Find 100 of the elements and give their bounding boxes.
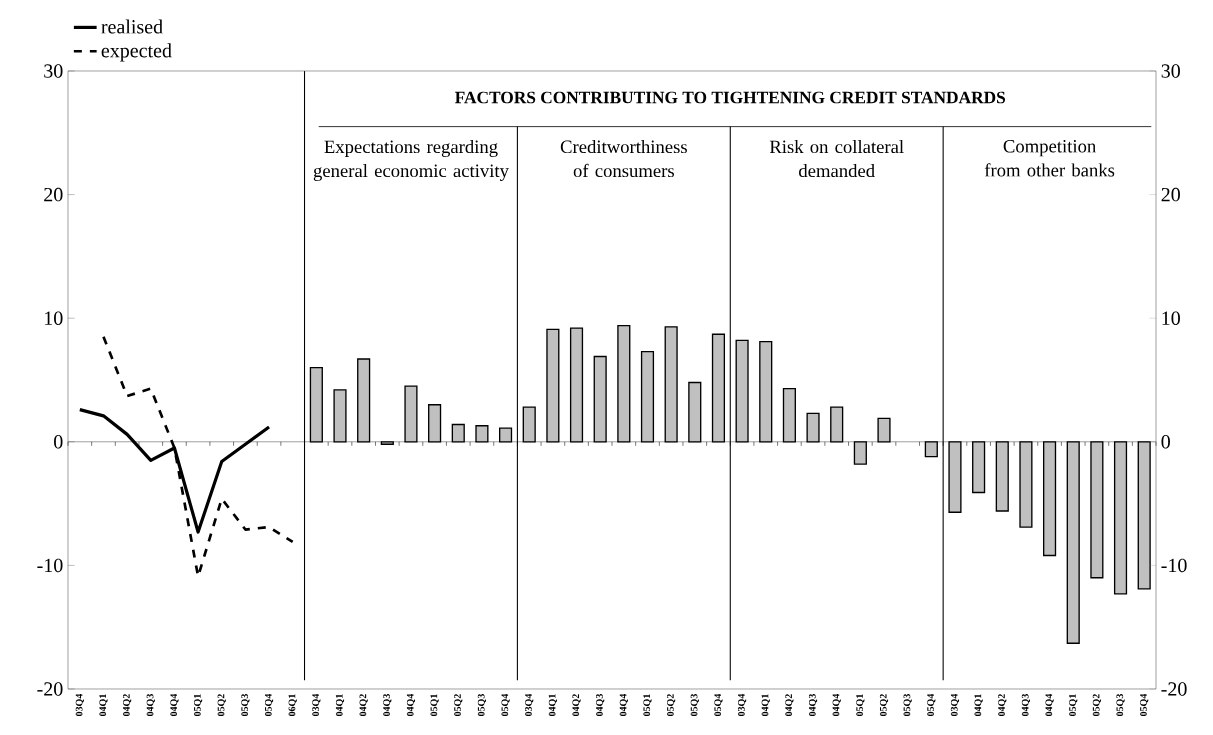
x-tick-label: 05Q2 xyxy=(667,694,676,717)
x-tick-label: 04Q4 xyxy=(170,693,179,717)
x-tick-label: 05Q2 xyxy=(879,694,889,717)
y2-tick-label: -20 xyxy=(1161,682,1187,696)
x-tick-label: 05Q3 xyxy=(241,694,250,717)
y-tick-label: 30 xyxy=(44,64,63,78)
x-tick-label: 04Q1 xyxy=(335,694,345,717)
bar xyxy=(617,324,631,443)
x-tick-label: 05Q3 xyxy=(1116,694,1125,717)
bar xyxy=(404,385,418,443)
x-tick-label: 05Q4 xyxy=(714,693,723,717)
x-tick-label: 04Q4 xyxy=(406,693,416,717)
x-tick-label: 05Q1 xyxy=(430,694,439,717)
bar xyxy=(1066,441,1080,644)
x-tick-label: 05Q1 xyxy=(856,694,865,717)
x-tick-label: 04Q4 xyxy=(832,693,841,717)
bar xyxy=(995,441,1009,512)
y2-tick-label: 10 xyxy=(1162,311,1180,325)
x-tick-label: 04Q1 xyxy=(548,694,557,717)
x-tick-label: 04Q3 xyxy=(596,694,605,717)
bar xyxy=(1113,441,1128,595)
x-tick-label: 05Q3 xyxy=(690,694,699,717)
annotation: Expectations regarding general economic activity xyxy=(313,139,509,181)
x-tick-label: 05Q1 xyxy=(193,694,203,717)
y-tick-label: 10 xyxy=(45,311,63,325)
legend-label: realised xyxy=(101,19,163,34)
x-tick-label: 05Q1 xyxy=(1069,694,1078,717)
x-tick-label: 05Q4 xyxy=(264,693,274,717)
x-tick-label: 04Q2 xyxy=(123,694,132,717)
x-tick-label: 05Q3 xyxy=(477,694,487,717)
bar xyxy=(1043,441,1057,557)
x-tick-label: 03Q4 xyxy=(75,693,84,717)
bar xyxy=(782,387,796,443)
x-tick-label: 04Q2 xyxy=(572,694,581,717)
annotation: Competition from other banks xyxy=(984,139,1115,177)
bar xyxy=(380,441,394,445)
bar xyxy=(546,328,560,443)
y2-tick-label: -10 xyxy=(1161,558,1187,573)
bar xyxy=(853,441,867,465)
annotation: Risk on collateral demanded xyxy=(769,139,904,178)
x-tick-label: 04Q1 xyxy=(974,694,983,717)
legend-label: expected xyxy=(101,43,172,62)
bar xyxy=(759,341,773,443)
bar xyxy=(475,425,489,443)
bar xyxy=(830,406,844,443)
bar xyxy=(522,406,536,443)
x-tick-label: 04Q4 xyxy=(619,693,628,717)
y-tick-label: 20 xyxy=(44,187,63,202)
x-tick-label: 03Q4 xyxy=(950,693,960,717)
bar xyxy=(806,412,820,443)
bar xyxy=(451,423,465,443)
x-tick-label: 05Q2 xyxy=(454,694,463,717)
y2-tick-label: 20 xyxy=(1161,187,1180,202)
bar xyxy=(924,441,938,458)
x-tick-label: 05Q3 xyxy=(903,694,912,717)
bar xyxy=(664,326,678,443)
x-tick-label: 03Q4 xyxy=(312,693,321,717)
bar xyxy=(333,389,347,443)
x-tick-label: 04Q2 xyxy=(785,694,794,717)
bar xyxy=(1019,441,1033,528)
x-tick-label: 05Q4 xyxy=(501,693,510,717)
bar xyxy=(357,358,371,443)
bar xyxy=(498,427,513,443)
bar xyxy=(688,381,702,443)
text: FACTORS CONTRIBUTING TO TIGHTENING CREDIT STANDARDS xyxy=(455,91,1006,104)
x-tick-label: 04Q1 xyxy=(99,694,108,717)
y2-tick-label: 30 xyxy=(1161,64,1180,78)
y-tick-label: -20 xyxy=(37,682,63,696)
x-tick-label: 05Q1 xyxy=(643,694,652,717)
x-tick-label: 04Q3 xyxy=(1021,694,1031,717)
annotation: Creditworthiness of consumers xyxy=(560,139,687,178)
bar xyxy=(972,441,986,494)
x-tick-label: 04Q3 xyxy=(146,694,155,717)
x-tick-label: 05Q4 xyxy=(927,693,936,717)
y-tick-label: 0 xyxy=(54,435,63,449)
bar xyxy=(735,339,749,443)
bar xyxy=(569,327,584,443)
x-tick-label: 04Q3 xyxy=(808,694,818,717)
x-tick-label: 05Q2 xyxy=(217,694,226,717)
x-tick-label: 05Q4 xyxy=(1140,693,1149,717)
y-tick-label: -10 xyxy=(37,558,63,573)
y2-tick-label: 0 xyxy=(1161,435,1170,449)
x-tick-label: 03Q4 xyxy=(525,693,534,717)
x-tick-label: 04Q2 xyxy=(998,694,1007,717)
bar xyxy=(428,404,442,443)
bar xyxy=(1090,441,1104,579)
bar xyxy=(877,417,891,443)
bar xyxy=(1137,441,1151,590)
x-tick-label: 04Q3 xyxy=(383,694,392,717)
x-tick-label: 04Q1 xyxy=(761,694,770,717)
x-tick-label: 04Q4 xyxy=(1045,693,1054,717)
bar xyxy=(948,441,962,513)
x-tick-label: 05Q2 xyxy=(1092,694,1102,717)
bar xyxy=(593,355,607,443)
bar xyxy=(640,350,655,443)
x-tick-label: 06Q1 xyxy=(288,694,297,717)
bar xyxy=(309,366,323,443)
x-tick-label: 03Q4 xyxy=(737,693,747,717)
x-tick-label: 04Q2 xyxy=(359,694,368,717)
bar xyxy=(711,333,726,443)
